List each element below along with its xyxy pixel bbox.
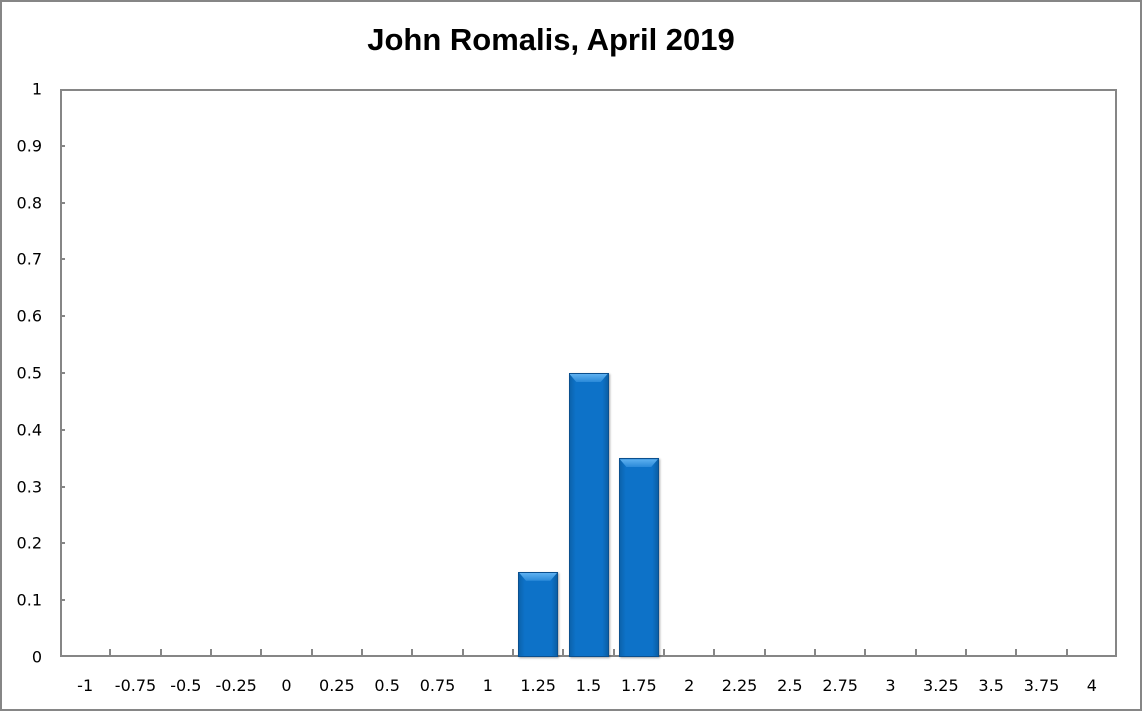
y-tick-label: 0.8 <box>16 193 42 213</box>
x-tick-mark <box>159 649 162 657</box>
x-tick-label: 4 <box>1086 676 1097 695</box>
x-tick-mark <box>512 649 514 657</box>
x-tick-label: 1 <box>482 676 493 695</box>
x-tick-mark <box>461 649 464 657</box>
y-tick-mark <box>60 315 65 318</box>
x-tick-label: 3.5 <box>978 676 1004 695</box>
y-tick-mark <box>60 485 65 488</box>
x-tick-mark <box>914 649 917 657</box>
x-tick-label: 1.25 <box>520 676 556 695</box>
x-tick-mark <box>1065 649 1068 657</box>
y-tick-label: 0.9 <box>16 136 42 156</box>
y-tick-mark <box>60 258 65 261</box>
x-tick-label: 2.5 <box>777 676 803 695</box>
x-tick-mark <box>663 649 665 657</box>
y-tick-mark <box>60 144 65 147</box>
y-tick-label: 1 <box>31 79 42 99</box>
y-tick-label: 0 <box>31 647 42 667</box>
x-tick-label: -0.5 <box>170 676 202 695</box>
bar-1.5 <box>568 373 609 657</box>
x-tick-label: 1.75 <box>621 676 657 695</box>
x-tick-mark <box>562 649 565 657</box>
x-tick-label: 3.25 <box>923 676 959 695</box>
y-tick-label: 0.4 <box>16 420 42 440</box>
y-tick-label: 0.6 <box>16 306 42 326</box>
x-tick-mark <box>109 649 112 657</box>
x-tick-label: 2 <box>684 676 695 695</box>
y-tick-mark <box>60 542 65 545</box>
x-tick-mark <box>1015 649 1018 657</box>
x-tick-label: 3.75 <box>1023 676 1060 695</box>
x-tick-mark <box>814 649 816 657</box>
x-tick-label: 1.5 <box>575 676 602 695</box>
x-tick-mark <box>713 649 716 657</box>
x-tick-mark <box>361 649 363 657</box>
y-tick-mark <box>60 372 65 374</box>
x-tick-label: -0.25 <box>215 676 257 695</box>
x-tick-mark <box>763 649 766 657</box>
x-tick-mark <box>864 649 867 657</box>
x-tick-mark <box>210 649 212 657</box>
x-tick-label: -0.75 <box>114 676 157 695</box>
y-tick-label: 0.1 <box>16 590 42 610</box>
x-tick-label: 0.5 <box>374 676 400 695</box>
x-tick-label: -1 <box>77 676 94 695</box>
y-tick-mark <box>60 201 65 204</box>
x-tick-label: 0.75 <box>419 676 456 695</box>
x-tick-mark <box>612 649 615 657</box>
y-tick-mark <box>60 428 65 431</box>
x-tick-label: 3 <box>885 676 896 695</box>
bar-1.25 <box>518 571 559 657</box>
x-tick-mark <box>411 649 414 657</box>
x-tick-mark <box>310 649 313 657</box>
y-tick-label: 0.7 <box>16 249 42 269</box>
chart-title: John Romalis, April 2019 <box>367 22 735 57</box>
x-tick-label: 0 <box>281 676 292 695</box>
x-tick-mark <box>965 649 967 657</box>
y-tick-label: 0.3 <box>16 477 42 497</box>
y-tick-mark <box>60 599 65 602</box>
y-tick-label: 0.2 <box>16 533 42 553</box>
x-tick-mark <box>260 649 263 657</box>
x-tick-label: 2.25 <box>721 676 758 695</box>
y-tick-label: 0.5 <box>16 363 42 383</box>
bar-1.75 <box>618 458 659 657</box>
x-tick-label: 2.75 <box>822 676 858 695</box>
x-tick-label: 0.25 <box>319 676 355 695</box>
